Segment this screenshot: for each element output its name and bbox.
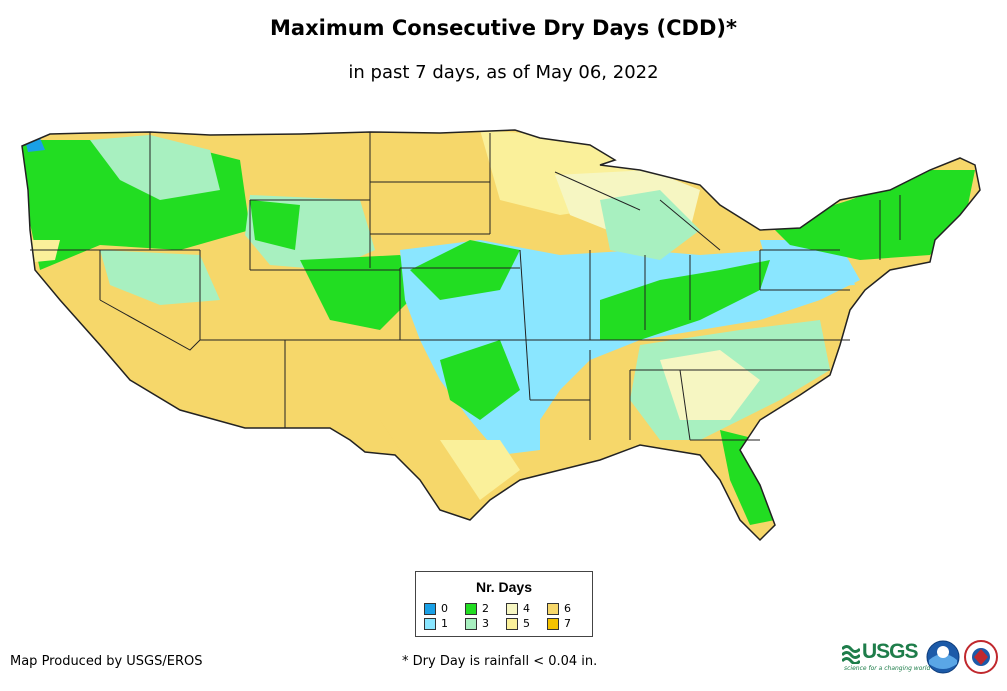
- legend-label-1: 1: [441, 617, 448, 630]
- legend-label-6: 6: [564, 602, 571, 615]
- region-2-days-wy: [250, 200, 300, 250]
- legend-label-2: 2: [482, 602, 489, 615]
- region-3-days-mi: [600, 190, 700, 260]
- region-5-days-ca-coast: [30, 240, 60, 262]
- legend-label-3: 3: [482, 617, 489, 630]
- nws-logo-icon: [964, 640, 998, 674]
- us-dry-days-map: [21, 129, 981, 542]
- region-2-days-co: [300, 255, 420, 330]
- legend-swatch-0: [424, 603, 436, 615]
- usgs-logo-text: USGS: [862, 640, 919, 663]
- legend-swatch-2: [465, 603, 477, 615]
- map-subtitle: in past 7 days, as of May 06, 2022: [348, 62, 659, 83]
- region-5-days-tx: [440, 440, 520, 500]
- region-2-days-ohio-valley: [600, 260, 770, 340]
- legend-swatch-5: [506, 618, 518, 630]
- legend-swatch-3: [465, 618, 477, 630]
- region-3-days-nw: [90, 135, 220, 200]
- noaa-logo-icon: [926, 640, 960, 674]
- usgs-tagline: science for a changing world: [844, 665, 931, 672]
- state-boundaries: [21, 129, 981, 542]
- legend-label-7: 7: [564, 617, 571, 630]
- legend-label-4: 4: [523, 602, 530, 615]
- legend-swatch-7: [547, 618, 559, 630]
- legend: Nr. Days 0 1 2 3 4 5 6 7: [415, 571, 593, 637]
- legend-title: Nr. Days: [475, 579, 533, 595]
- region-3-days-ne-nv: [100, 250, 220, 305]
- legend-label-5: 5: [523, 617, 530, 630]
- legend-swatch-4: [506, 603, 518, 615]
- legend-swatch-6: [547, 603, 559, 615]
- dry-day-definition: * Dry Day is rainfall < 0.04 in.: [402, 654, 598, 669]
- region-2-days-ok: [440, 340, 520, 420]
- map-title: Maximum Consecutive Dry Days (CDD)*: [270, 16, 737, 40]
- usgs-logo-icon: [840, 644, 862, 665]
- map-producer-note: Map Produced by USGS/EROS: [10, 654, 203, 669]
- agency-logos: USGS science for a changing world: [840, 640, 1002, 676]
- legend-swatch-1: [424, 618, 436, 630]
- legend-label-0: 0: [441, 602, 448, 615]
- region-2-days-northeast: [770, 170, 975, 260]
- region-2-days-ne: [410, 240, 520, 300]
